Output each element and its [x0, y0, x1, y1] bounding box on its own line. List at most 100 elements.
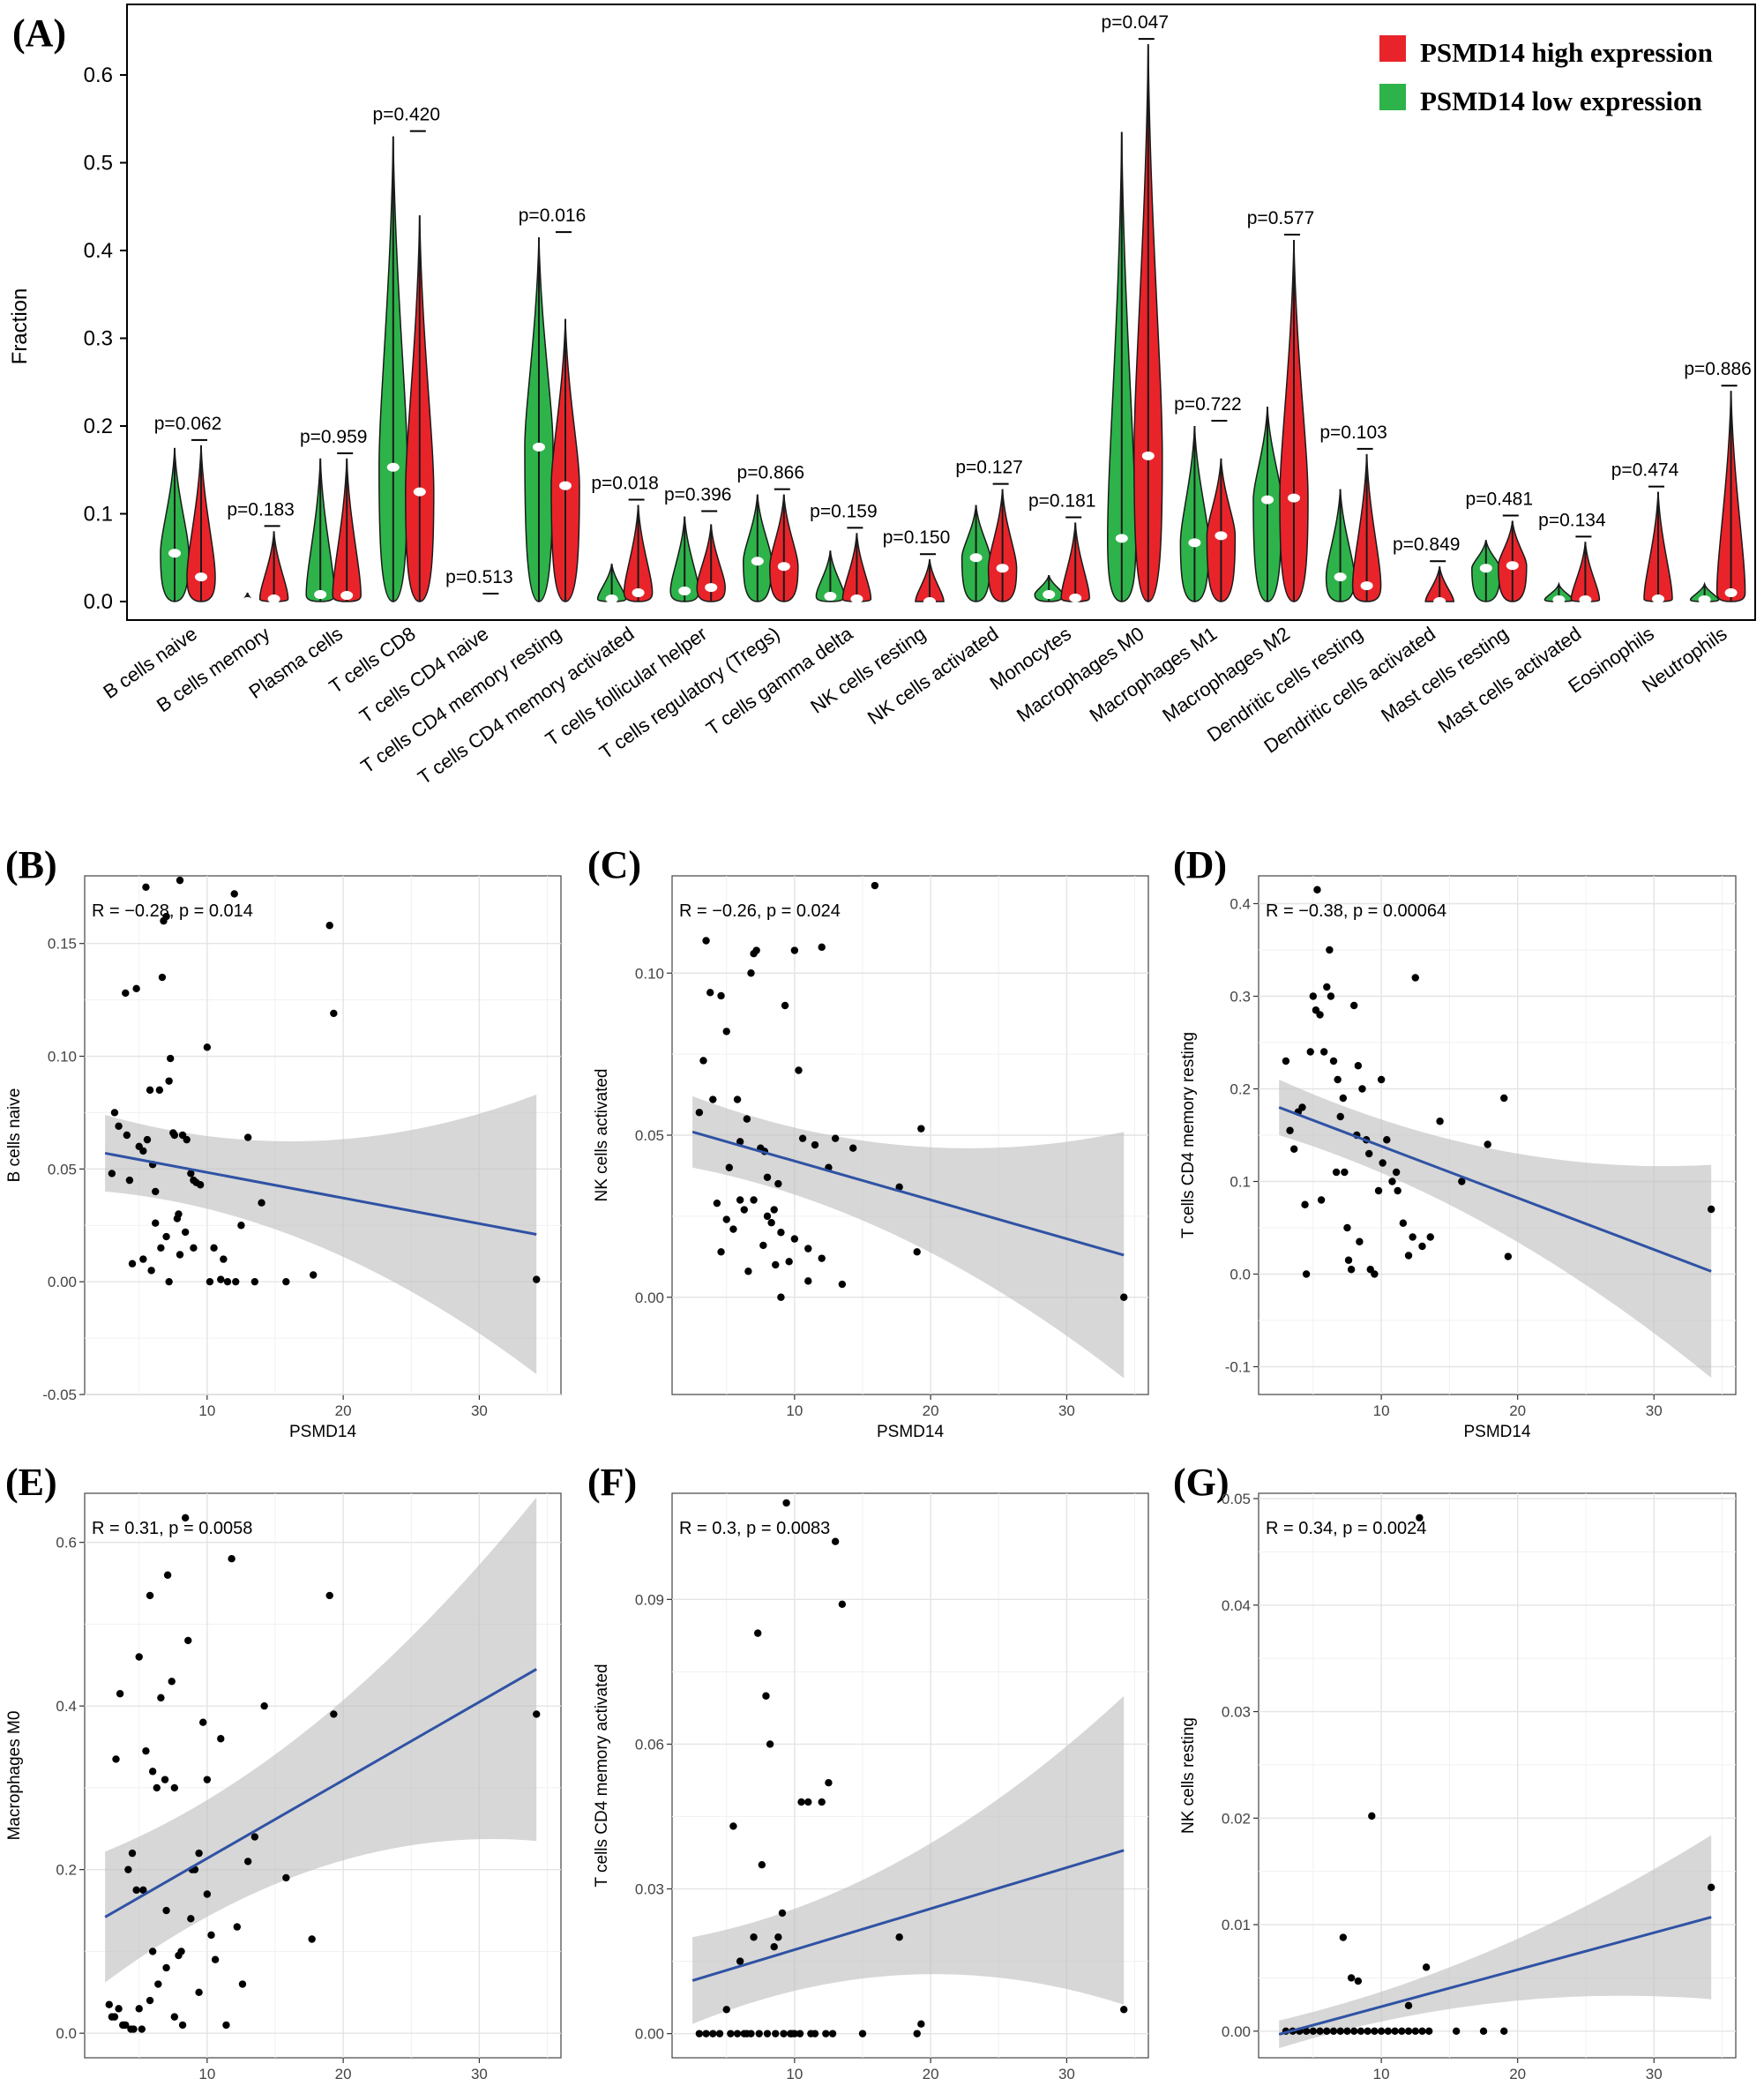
panel-a-frame	[126, 4, 1756, 621]
data-point	[1302, 2027, 1311, 2036]
x-axis-title: PSMD14	[1463, 1423, 1530, 1441]
data-point	[1327, 992, 1335, 1000]
y-tick-label: 0.00	[635, 2026, 664, 2043]
data-point	[196, 1181, 205, 1189]
data-point	[733, 2030, 742, 2037]
data-point	[780, 2030, 788, 2037]
data-point	[282, 1873, 290, 1882]
data-point	[1452, 2027, 1461, 2036]
data-point	[709, 2030, 717, 2037]
panel-c-label: (C)	[587, 843, 641, 886]
panel-a-y-axis: 0.0 0.1 0.2 0.3 0.4 0.5 0.6	[84, 64, 127, 614]
data-point	[147, 1267, 155, 1275]
data-point	[157, 1693, 165, 1702]
violin-group-t-cells-follicular-helper: p=0.396	[664, 484, 731, 602]
violin-median-high	[705, 583, 718, 593]
data-point	[139, 1255, 147, 1263]
data-point	[1347, 1974, 1356, 1982]
data-point	[211, 1955, 220, 1963]
violin-group-mast-cells-activated: p=0.134	[1538, 510, 1606, 605]
data-point	[796, 2030, 804, 2037]
data-point	[818, 943, 826, 952]
data-point	[1364, 2027, 1372, 2036]
data-point	[1392, 1168, 1401, 1177]
y-tick-label: 0.10	[635, 965, 664, 982]
y-tick-label: 0.2	[56, 1862, 77, 1879]
y-tick-label: -0.05	[42, 1387, 77, 1403]
data-point	[1500, 2027, 1508, 2036]
data-point	[1371, 1270, 1379, 1278]
confidence-band	[1279, 1080, 1712, 1379]
panel-b-scatter: (B) 10 20 30 -0.05 0.00 0.05 0.10 0.15 R = −0.28…	[5, 843, 562, 1441]
data-point	[750, 1196, 758, 1204]
data-point	[195, 1849, 203, 1858]
data-point	[533, 1275, 541, 1283]
panel-a-label: (A)	[12, 11, 66, 55]
data-point	[178, 2021, 187, 2030]
data-point	[232, 1277, 240, 1286]
p-value-label: p=0.016	[519, 206, 587, 226]
violin-median-low	[824, 592, 837, 602]
violin-group-t-cells-gamma-delta: p=0.159	[810, 501, 878, 604]
data-point	[807, 2030, 815, 2037]
p-value-label: p=0.103	[1319, 422, 1387, 443]
data-point	[818, 1798, 826, 1806]
data-point	[758, 1860, 766, 1869]
data-point	[1339, 1933, 1348, 1941]
p-value-label: p=0.062	[154, 414, 222, 434]
data-point	[127, 2025, 135, 2033]
violin-group-dendritic-cells-resting: p=0.103	[1319, 422, 1387, 602]
data-point	[767, 1219, 775, 1227]
p-value-label: p=0.134	[1538, 510, 1606, 530]
data-point	[831, 1537, 840, 1545]
data-point	[917, 2020, 925, 2028]
p-value-label: p=0.722	[1174, 394, 1242, 415]
p-value-label: p=0.018	[591, 474, 659, 494]
data-point	[1504, 1252, 1513, 1260]
p-value-label: p=0.959	[300, 427, 368, 447]
y-tick-label: 0.2	[1230, 1081, 1251, 1098]
confidence-band	[692, 1695, 1125, 2024]
p-value-label: p=0.866	[737, 463, 805, 483]
x-tick-label: 30	[1646, 1402, 1663, 1419]
data-point	[774, 1179, 782, 1188]
data-point	[128, 1260, 137, 1267]
data-point	[1500, 1094, 1508, 1103]
x-label-nk-cells-activated: NK cells activated	[863, 623, 1003, 729]
data-point	[828, 2030, 837, 2037]
data-point	[1120, 2006, 1128, 2014]
data-point	[1341, 1168, 1349, 1177]
data-point	[148, 1948, 157, 1955]
data-point	[116, 1690, 124, 1698]
data-point	[822, 2030, 830, 2037]
violin-median-low	[533, 442, 545, 452]
data-point	[744, 1267, 752, 1275]
data-point	[763, 1173, 772, 1181]
data-point	[1383, 1136, 1391, 1144]
panel-c-scatter: (C) 10 20 30 0.00 0.05 0.10 R = −0.26, p = 0.0…	[587, 843, 1149, 1441]
x-label-macrophages-m2: Macrophages M2	[1158, 623, 1294, 727]
data-point	[146, 1591, 154, 1600]
data-point	[747, 969, 755, 977]
data-point	[774, 1933, 782, 1941]
data-point	[243, 1133, 252, 1141]
x-tick-label: 30	[471, 1402, 488, 1419]
data-point	[325, 1591, 333, 1600]
data-point	[533, 1710, 541, 1718]
data-point	[729, 1822, 737, 1830]
y-axis-title: Macrophages M0	[5, 1711, 24, 1841]
data-point	[135, 2005, 143, 2013]
data-point	[695, 1109, 704, 1117]
violin-median-high	[1215, 531, 1228, 541]
data-point	[177, 1948, 185, 1955]
data-point	[1374, 1186, 1383, 1195]
panel-f-scatter: (F) 10 20 30 0.00 0.03 0.06 0.09 R = 0.3, p = 0…	[587, 1461, 1149, 2082]
violin-group-b-cells-memory: p=0.183	[227, 499, 295, 606]
data-point	[153, 1783, 161, 1792]
panel-b-label: (B)	[5, 843, 57, 886]
violin-median-high	[1288, 493, 1300, 503]
panel-d-label: (D)	[1173, 843, 1227, 886]
data-point	[162, 1232, 170, 1241]
x-tick-label: 10	[1373, 1402, 1390, 1419]
data-point	[790, 946, 799, 954]
